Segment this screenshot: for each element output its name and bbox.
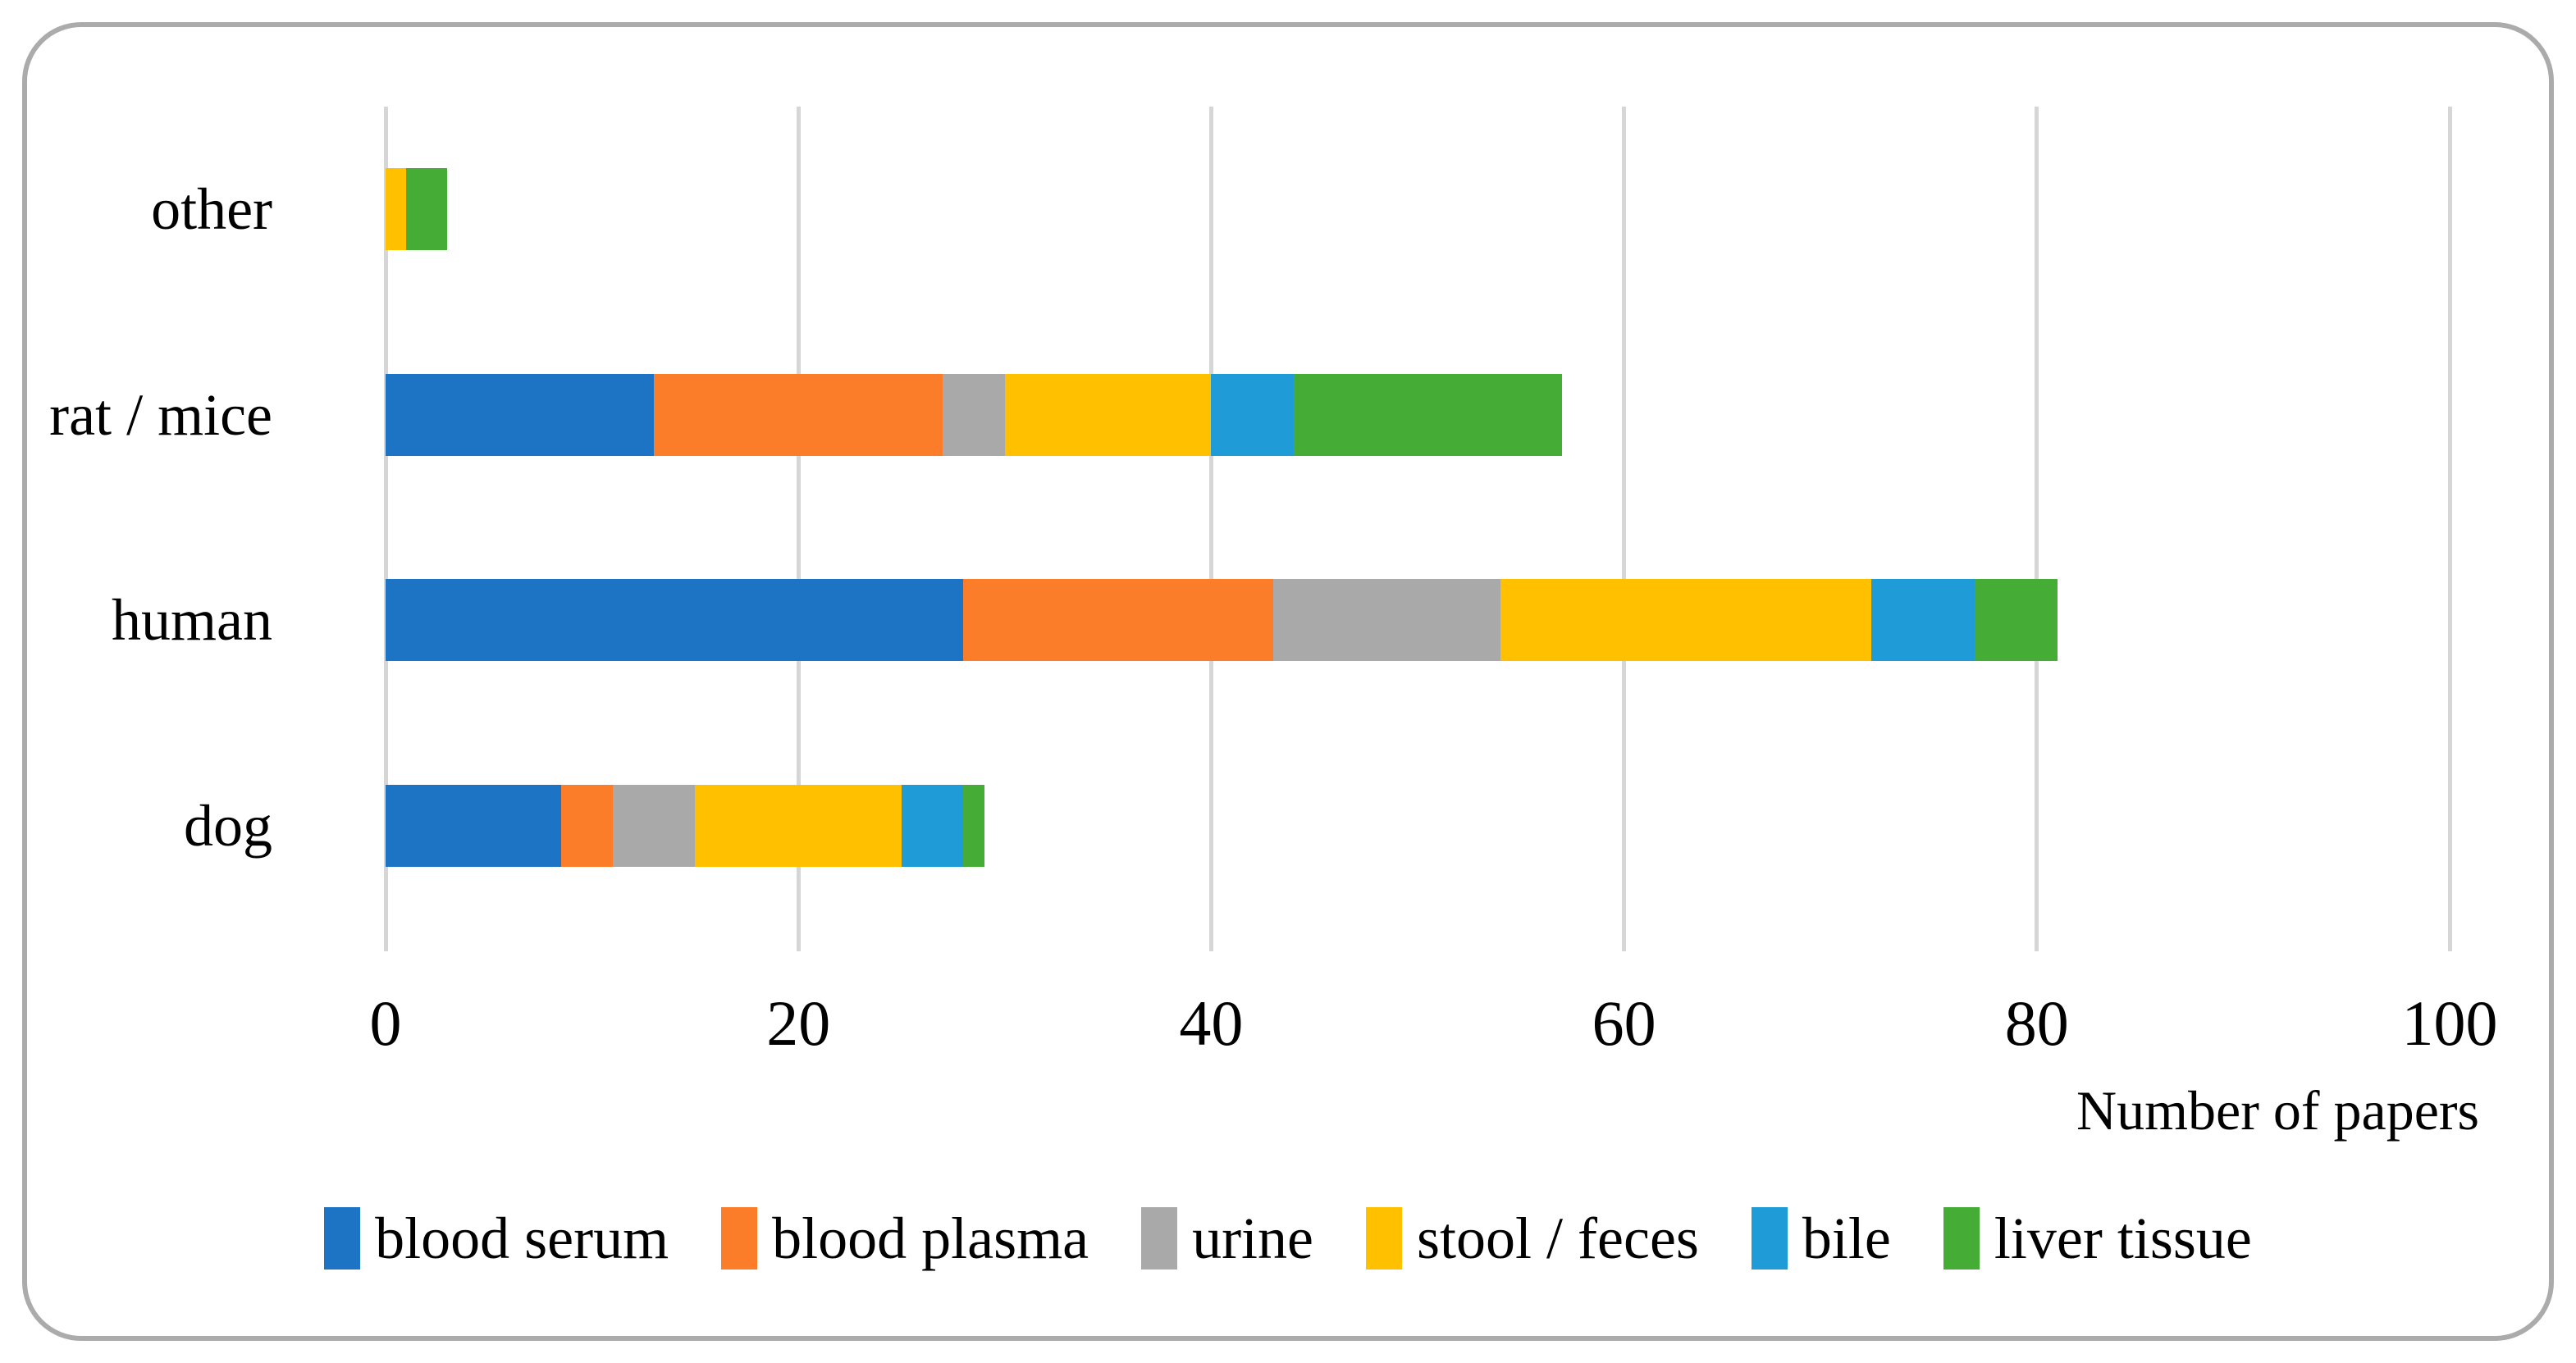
chart-frame-border bbox=[22, 22, 2554, 1341]
gridline bbox=[383, 107, 388, 951]
legend-item-bile: bile bbox=[1751, 1206, 1891, 1271]
bar-segment-stool-feces bbox=[695, 784, 902, 867]
gridline bbox=[796, 107, 801, 951]
category-label: other bbox=[151, 176, 272, 243]
bar-segment-blood-serum bbox=[386, 784, 561, 867]
legend-label: liver tissue bbox=[1994, 1206, 2252, 1271]
bar-segment-blood-serum bbox=[386, 579, 964, 662]
bar-segment-urine bbox=[943, 373, 1005, 456]
x-axis-title: Number of papers bbox=[2076, 1079, 2479, 1142]
legend-swatch-icon bbox=[324, 1207, 361, 1270]
category-label: human bbox=[112, 587, 272, 654]
bar-segment-blood-serum bbox=[386, 373, 655, 456]
x-tick-label: 60 bbox=[1592, 987, 1656, 1059]
legend-swatch-icon bbox=[721, 1207, 758, 1270]
bar-segment-liver-tissue bbox=[406, 168, 448, 251]
bar-segment-liver-tissue bbox=[963, 784, 984, 867]
bar-row-rat-mice bbox=[386, 373, 1563, 456]
bar-segment-blood-plasma bbox=[654, 373, 943, 456]
legend-label: stool / feces bbox=[1417, 1206, 1699, 1271]
gridline bbox=[1622, 107, 1627, 951]
legend-item-blood-plasma: blood plasma bbox=[721, 1207, 1089, 1270]
legend-item-blood-serum: blood serum bbox=[324, 1207, 669, 1270]
bar-segment-bile bbox=[901, 784, 964, 867]
bar-segment-stool-feces bbox=[1004, 373, 1212, 456]
gridline bbox=[2447, 107, 2452, 951]
legend-label: urine bbox=[1192, 1206, 1314, 1271]
x-axis-tick-labels: 0 20 40 60 80 100 bbox=[0, 988, 2576, 1078]
legend-item-stool-feces: stool / feces bbox=[1366, 1207, 1699, 1270]
category-label: dog bbox=[184, 792, 272, 859]
legend-label: blood serum bbox=[375, 1206, 669, 1271]
legend-label: blood plasma bbox=[772, 1206, 1089, 1271]
category-axis: other rat / mice human dog bbox=[0, 107, 330, 928]
bar-segment-stool-feces bbox=[386, 168, 407, 251]
legend-item-urine: urine bbox=[1141, 1207, 1313, 1270]
bar-segment-bile bbox=[1211, 373, 1294, 456]
gridline bbox=[2035, 107, 2039, 951]
plot-area bbox=[383, 107, 2452, 951]
category-label: rat / mice bbox=[49, 381, 272, 448]
bar-segment-liver-tissue bbox=[1294, 373, 1563, 456]
bar-row-dog bbox=[386, 784, 984, 867]
bar-row-human bbox=[386, 579, 2058, 662]
legend-swatch-icon bbox=[1366, 1207, 1403, 1270]
legend-item-liver-tissue: liver tissue bbox=[1943, 1207, 2252, 1270]
x-tick-label: 40 bbox=[1179, 987, 1244, 1059]
bar-segment-urine bbox=[612, 784, 696, 867]
bar-segment-bile bbox=[1871, 579, 1975, 662]
legend-label: bile bbox=[1802, 1206, 1891, 1271]
bar-segment-urine bbox=[1272, 579, 1500, 662]
gridline bbox=[1208, 107, 1213, 951]
bar-row-other bbox=[386, 168, 448, 251]
bar-segment-liver-tissue bbox=[1975, 579, 2058, 662]
bar-segment-stool-feces bbox=[1500, 579, 1872, 662]
bar-segment-blood-plasma bbox=[560, 784, 613, 867]
x-tick-label: 0 bbox=[369, 987, 402, 1059]
x-tick-label: 20 bbox=[766, 987, 831, 1059]
legend: blood serum blood plasma urine stool / fece… bbox=[0, 1191, 2576, 1286]
x-tick-label: 80 bbox=[2004, 987, 2069, 1059]
x-tick-label: 100 bbox=[2401, 987, 2498, 1059]
legend-swatch-icon bbox=[1943, 1207, 1980, 1270]
bar-segment-blood-plasma bbox=[963, 579, 1273, 662]
legend-swatch-icon bbox=[1141, 1207, 1178, 1270]
legend-swatch-icon bbox=[1751, 1207, 1788, 1270]
